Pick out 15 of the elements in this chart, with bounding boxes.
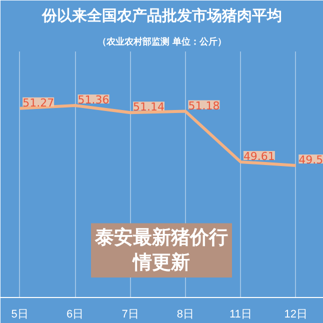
data-label: 51.36 bbox=[78, 94, 110, 106]
x-tick-label: 5日 bbox=[11, 308, 28, 320]
x-tick-label: 8日 bbox=[176, 308, 194, 320]
x-tick-label: 11日 bbox=[229, 308, 252, 320]
x-tick-label: 6日 bbox=[66, 308, 84, 320]
chart-title: 份以来全国农产品批发市场猪肉平均 bbox=[41, 6, 282, 24]
x-tick-label: 12日 bbox=[284, 308, 308, 320]
data-label: 51.14 bbox=[133, 100, 165, 114]
text: 泰安最新猪价行情更新 bbox=[94, 226, 228, 274]
data-label: 49.5 bbox=[298, 154, 323, 166]
data-label: 51.18 bbox=[188, 99, 220, 112]
chart-subtitle: （农业农村部监测 单位：公斤） bbox=[98, 36, 226, 46]
data-label: 49.61 bbox=[243, 150, 275, 163]
x-tick-label: 7日 bbox=[122, 308, 139, 320]
data-label: 51.27 bbox=[22, 96, 54, 110]
